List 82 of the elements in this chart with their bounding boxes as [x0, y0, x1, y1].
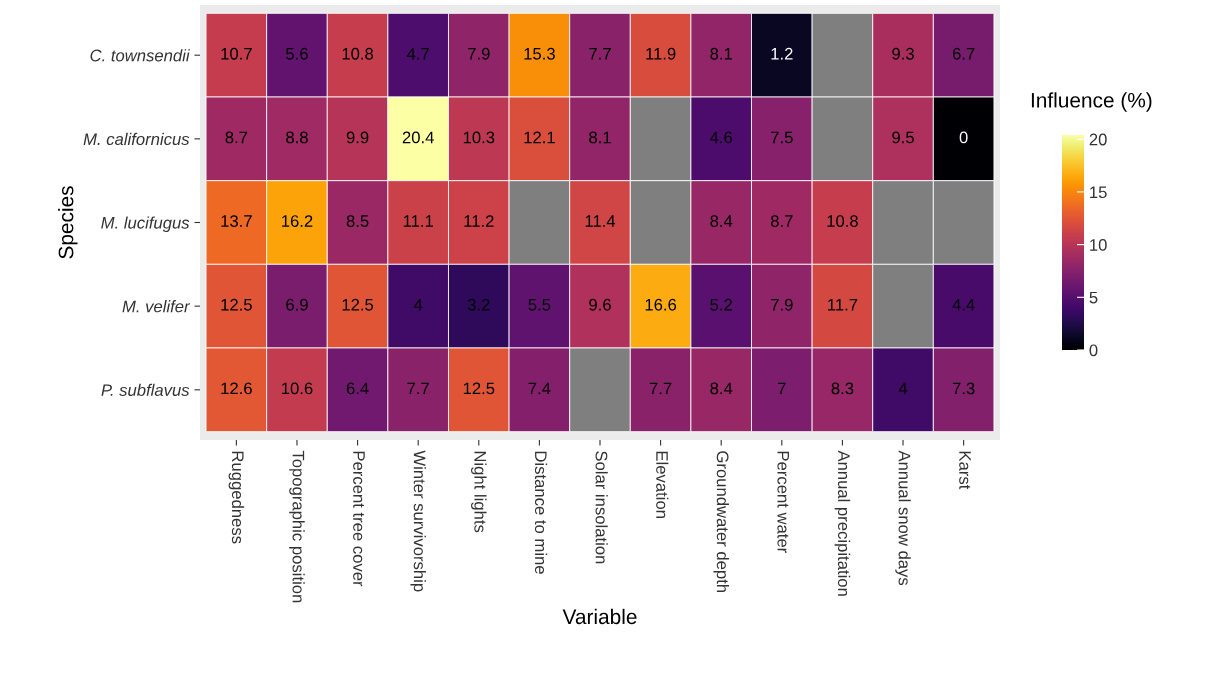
x-tick-label: Topographic position — [289, 450, 305, 603]
y-tick-label: M. californicus — [83, 132, 190, 146]
x-tick-label: Percent tree cover — [353, 451, 365, 587]
x-tick-label: Karst — [959, 451, 971, 490]
data-label: 11.9 — [646, 47, 676, 60]
color-bar-label: 5 — [1089, 291, 1098, 304]
x-tick-label: Ruggedness — [228, 451, 245, 544]
data-label: 4 — [898, 382, 908, 395]
data-label: 8.5 — [346, 215, 369, 227]
data-label: 4.4 — [952, 299, 975, 311]
data-label: 7.7 — [589, 48, 611, 60]
data-label: 6.7 — [952, 47, 975, 60]
y-tick-label: M. lucifugus — [101, 216, 190, 232]
data-label: 16.2 — [282, 215, 313, 227]
x-tick-label: Distance to mine — [534, 451, 548, 574]
data-label: 10.3 — [463, 131, 495, 144]
data-label: 11.2 — [464, 215, 494, 227]
data-label: 3.2 — [467, 298, 490, 311]
y-tick-label: P. subflavus — [101, 383, 190, 397]
data-label: 7 — [778, 382, 786, 395]
data-label: 9.3 — [892, 47, 914, 60]
data-label: 7.9 — [468, 47, 490, 60]
data-label: 20.4 — [402, 131, 434, 144]
data-label: 16.6 — [645, 298, 677, 311]
data-label: 12.5 — [463, 382, 495, 395]
data-label: 4.7 — [406, 48, 429, 60]
data-label: 11.1 — [403, 215, 433, 227]
data-label: 10.6 — [282, 382, 313, 395]
data-label: 10.7 — [221, 47, 252, 60]
data-label: 6.4 — [346, 382, 369, 395]
color-bar-label: 0 — [1089, 344, 1098, 357]
data-label: 11.4 — [585, 215, 616, 227]
data-label: 12.5 — [342, 298, 374, 311]
data-label: 10.8 — [342, 47, 374, 60]
data-label: 6.9 — [286, 298, 308, 311]
color-bar-title: Influence (%) — [1031, 92, 1152, 112]
color-bar-label: 15 — [1090, 186, 1107, 199]
data-label: 12.6 — [221, 382, 252, 395]
color-bar-label: 10 — [1090, 239, 1107, 251]
data-label: 9.6 — [589, 298, 611, 311]
data-label: 4 — [413, 299, 423, 311]
x-tick-label: Night lights — [471, 451, 487, 533]
data-label: 5.2 — [710, 298, 732, 311]
data-label: 7.3 — [952, 382, 975, 395]
data-label: 10.8 — [827, 215, 858, 227]
x-tick-label: Elevation — [656, 451, 669, 518]
data-label: 11.7 — [828, 299, 858, 311]
data-label: 9.5 — [892, 131, 914, 144]
data-label: 1.2 — [771, 47, 793, 60]
x-tick-label: Winter survivorship — [410, 450, 426, 592]
x-tick-label: Percent water — [777, 451, 789, 553]
x-tick-label: Groundwater depth — [713, 451, 729, 593]
data-label: 8.4 — [710, 382, 733, 395]
data-label: 9.9 — [346, 131, 369, 144]
data-label: 5.5 — [528, 299, 551, 311]
data-label: 8.7 — [225, 131, 248, 144]
data-label: 4.6 — [710, 131, 733, 144]
data-label: 8.3 — [831, 382, 854, 395]
data-label: 7.7 — [407, 382, 429, 395]
data-label: 8.4 — [710, 215, 733, 227]
x-axis-title: Variable — [562, 608, 637, 625]
data-label: 8.1 — [589, 131, 611, 144]
data-label: 5.6 — [286, 47, 308, 60]
data-label: 8.8 — [286, 131, 308, 144]
data-label: 0 — [959, 131, 968, 144]
data-label: 12.1 — [524, 131, 555, 144]
data-label: 7.5 — [771, 131, 793, 144]
y-axis-title: Species — [58, 186, 78, 259]
data-label: 7.7 — [649, 382, 672, 395]
color-bar-label: 20 — [1089, 133, 1107, 146]
data-label: 8.7 — [770, 215, 793, 227]
data-label: 7.4 — [528, 382, 551, 395]
x-tick-label: Annual snow days — [895, 450, 911, 586]
data-label: 7.9 — [771, 298, 793, 311]
x-tick-label: Annual precipitation — [834, 450, 851, 596]
y-tick-label: M. velifer — [122, 300, 191, 313]
data-label: 8.1 — [710, 47, 732, 60]
x-tick-label: Solar insolation — [595, 451, 608, 564]
y-tick-label: C. townsendii — [90, 49, 190, 62]
data-label: 13.7 — [221, 215, 252, 227]
data-label: 15.3 — [524, 47, 555, 60]
data-label: 12.5 — [221, 298, 252, 311]
